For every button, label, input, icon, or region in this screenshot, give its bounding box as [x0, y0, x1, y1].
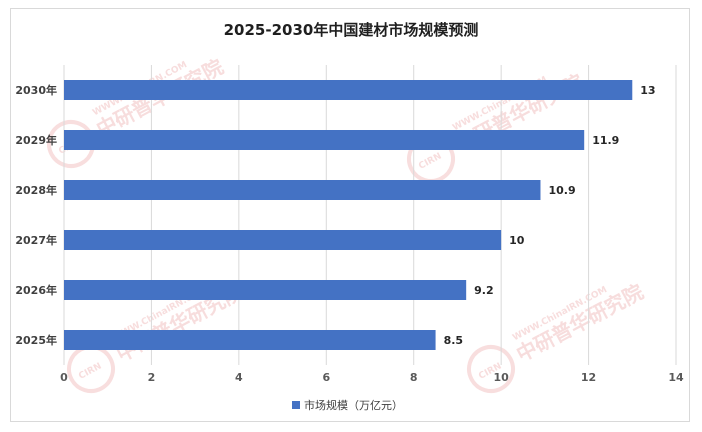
data-label: 9.2: [474, 284, 494, 297]
category-labels: 2025年 2026年 2027年 2028年 2029年 2030年: [15, 83, 57, 347]
category-label: 2030年: [15, 83, 57, 97]
legend-swatch: [292, 401, 300, 409]
x-tick-label: 6: [322, 371, 330, 384]
legend: 市场规模（万亿元）: [292, 398, 403, 412]
svg-text:CIRN: CIRN: [77, 361, 103, 381]
data-label: 10.9: [548, 184, 575, 197]
bar: [64, 130, 585, 150]
data-label: 10: [509, 234, 525, 247]
x-tick-label: 10: [493, 371, 509, 384]
bar: [64, 330, 436, 350]
chart-svg: CIRN 中研普华研究院 WWW.ChinaIRN.COM CIRN 中研普华研…: [15, 21, 684, 412]
category-label: 2029年: [15, 133, 57, 147]
x-tick-label: 8: [410, 371, 418, 384]
data-label: 13: [640, 84, 655, 97]
data-labels: 8.5 9.2 10 10.9 11.9 13: [444, 84, 656, 347]
bar: [64, 280, 467, 300]
category-label: 2026年: [15, 283, 57, 297]
data-label: 11.9: [592, 134, 619, 147]
bars: [64, 80, 633, 350]
x-tick-label: 4: [235, 371, 243, 384]
category-label: 2028年: [15, 183, 57, 197]
x-tick-labels: 0 2 4 6 8 10 12 14: [60, 371, 684, 384]
gridlines: [63, 65, 677, 365]
chart-title: 2025-2030年中国建材市场规模预测: [224, 21, 479, 39]
chart-frame: CIRN 中研普华研究院 WWW.ChinaIRN.COM CIRN 中研普华研…: [10, 8, 690, 422]
watermark: CIRN 中研普华研究院 WWW.ChinaIRN.COM: [47, 54, 227, 168]
legend-label: 市场规模（万亿元）: [304, 398, 403, 412]
category-label: 2025年: [15, 333, 57, 347]
x-tick-label: 12: [581, 371, 596, 384]
watermark: CIRN 中研普华研究院 WWW.ChinaIRN.COM: [407, 69, 587, 183]
bar: [64, 80, 633, 100]
x-tick-label: 2: [148, 371, 156, 384]
x-tick-label: 14: [668, 371, 684, 384]
x-tick-label: 0: [60, 371, 68, 384]
svg-text:CIRN: CIRN: [417, 151, 443, 171]
data-label: 8.5: [444, 334, 464, 347]
bar: [64, 180, 541, 200]
category-label: 2027年: [15, 233, 57, 247]
bar: [64, 230, 502, 250]
